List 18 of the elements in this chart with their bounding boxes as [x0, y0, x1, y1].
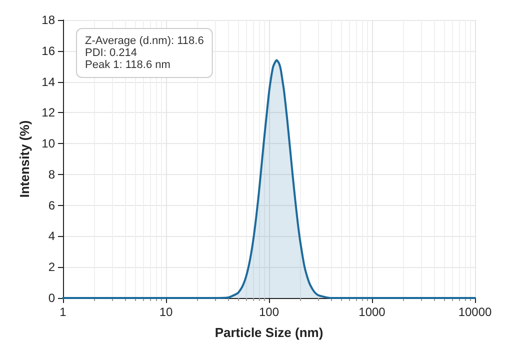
y-tick-label: 6 — [48, 198, 56, 212]
y-tick-label: 8 — [48, 167, 56, 182]
x-tick-label: 1000 — [358, 305, 386, 319]
y-tick-label: 10 — [42, 136, 56, 151]
y-tick-label: 18 — [42, 13, 56, 27]
y-tick-label: 4 — [48, 229, 56, 244]
annotation: Z-Average (d.nm): 118.6 PDI: 0.214 Peak 1: 118.6 nm — [85, 35, 204, 71]
y-tick-label: 14 — [42, 74, 56, 89]
x-tick-label: 10 — [159, 305, 173, 319]
y-tick-label: 2 — [48, 260, 56, 274]
x-tick-label: 100 — [258, 305, 280, 319]
y-axis-title: Intensity (%) — [16, 120, 32, 198]
x-tick-label: 10000 — [458, 305, 492, 319]
y-tick-label: 12 — [42, 106, 56, 120]
y-tick-label: 16 — [42, 44, 56, 58]
x-axis-title: Particle Size (nm) — [214, 325, 324, 340]
x-tick-label: 1 — [60, 305, 67, 319]
y-tick-label: 0 — [48, 291, 56, 305]
